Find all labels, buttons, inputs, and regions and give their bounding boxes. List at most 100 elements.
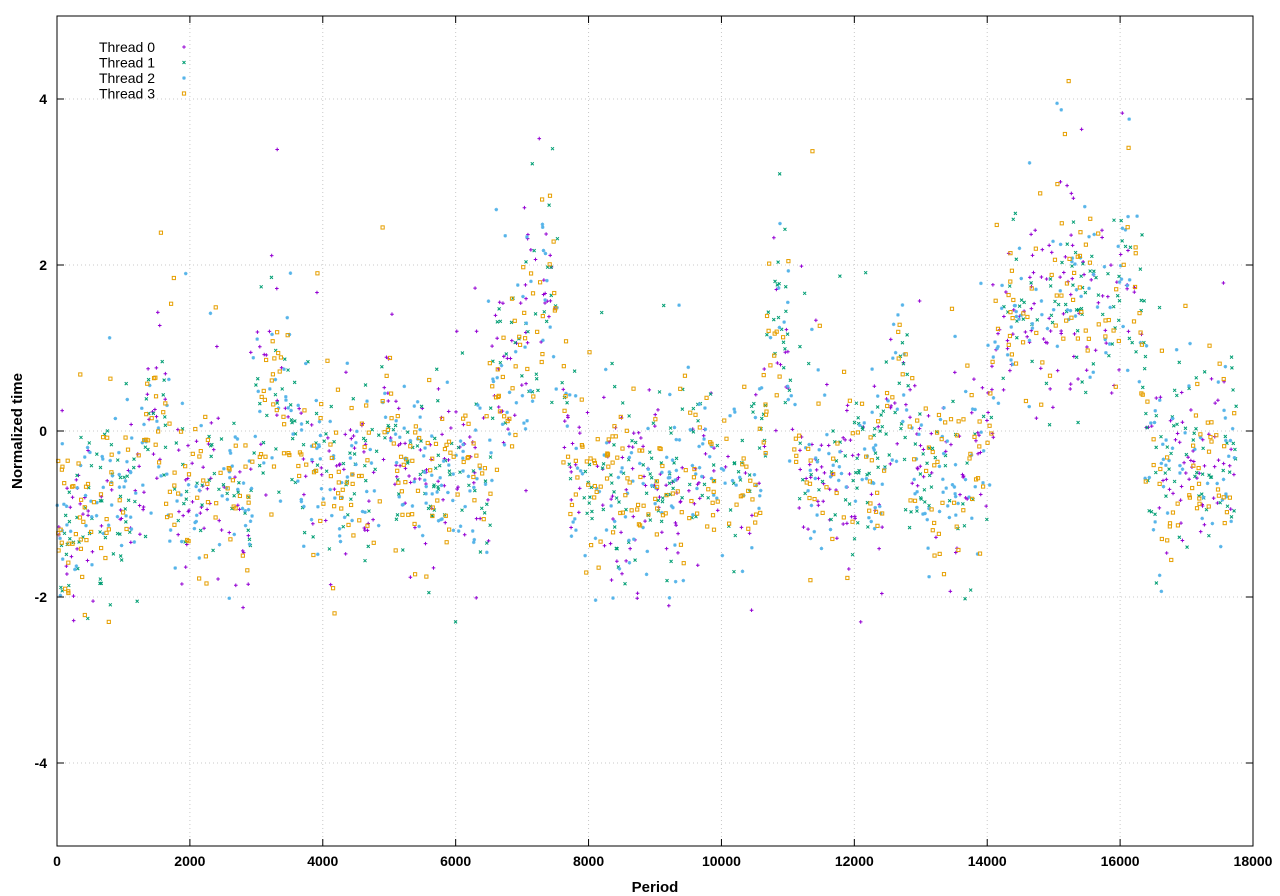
data-point: [1159, 589, 1164, 594]
data-point: [872, 448, 877, 452]
data-point: [1187, 384, 1191, 388]
data-point: [965, 461, 969, 465]
data-point: [766, 310, 771, 314]
data-point: [486, 299, 491, 303]
data-point: [1044, 381, 1049, 386]
y-tick-label: 4: [39, 91, 47, 107]
data-point: [817, 487, 821, 492]
data-point: [1047, 373, 1053, 378]
data-point: [1103, 328, 1108, 333]
data-point: [875, 394, 880, 398]
data-point: [211, 548, 215, 553]
data-point: [314, 411, 319, 416]
data-point: [680, 495, 684, 500]
data-point: [198, 511, 203, 515]
data-point: [1070, 276, 1075, 281]
data-point: [599, 310, 604, 315]
data-point: [205, 481, 210, 486]
data-point: [784, 309, 788, 314]
data-point: [929, 431, 934, 436]
data-point: [247, 459, 252, 463]
data-point: [1232, 472, 1236, 477]
data-point: [269, 275, 274, 280]
data-point: [461, 422, 466, 427]
data-point: [362, 444, 367, 450]
data-point: [1191, 438, 1196, 442]
data-point: [122, 475, 127, 480]
data-point: [1055, 344, 1060, 349]
y-tick-label: 0: [39, 423, 47, 439]
data-point: [1096, 293, 1101, 297]
data-point: [332, 439, 336, 444]
data-point: [1085, 348, 1090, 353]
data-point: [970, 496, 975, 501]
data-point: [945, 439, 950, 443]
data-point: [872, 384, 877, 389]
data-point: [873, 509, 879, 514]
data-point: [661, 303, 666, 308]
data-point: [561, 364, 566, 369]
data-point: [889, 404, 893, 408]
data-point: [324, 469, 329, 474]
data-point: [1229, 519, 1233, 524]
data-point: [970, 407, 975, 411]
data-point: [660, 463, 665, 469]
data-point: [541, 248, 546, 253]
data-point: [914, 457, 919, 461]
data-point: [413, 477, 417, 481]
data-point: [798, 448, 802, 453]
data-point: [405, 461, 410, 465]
data-point: [471, 441, 476, 446]
data-point: [62, 531, 67, 536]
data-point: [359, 473, 364, 479]
data-point: [631, 386, 636, 391]
data-point: [95, 500, 99, 505]
data-point: [462, 532, 467, 537]
data-point: [66, 583, 71, 588]
data-point: [877, 504, 882, 509]
data-point: [1206, 504, 1211, 509]
data-point: [86, 513, 90, 518]
data-point: [1074, 307, 1079, 312]
data-point: [923, 511, 927, 516]
data-point: [1133, 251, 1138, 256]
data-point: [602, 543, 607, 548]
data-point: [847, 567, 851, 571]
data-point: [380, 364, 384, 369]
data-point: [734, 502, 739, 507]
data-point: [345, 512, 350, 517]
data-point: [693, 472, 698, 476]
data-point: [296, 479, 300, 483]
data-point: [1169, 451, 1173, 456]
data-point: [783, 400, 788, 405]
data-point: [194, 519, 198, 524]
data-point: [526, 329, 530, 334]
data-point: [1216, 458, 1221, 462]
data-point: [816, 476, 821, 481]
data-point: [736, 469, 741, 474]
series-0: [57, 111, 1236, 624]
data-point: [202, 526, 206, 531]
data-point: [176, 448, 181, 452]
data-point: [1204, 507, 1209, 512]
data-point: [614, 496, 619, 500]
data-point: [667, 475, 672, 480]
data-point: [447, 527, 452, 532]
data-point: [612, 443, 616, 447]
data-point: [1184, 471, 1188, 475]
data-point: [271, 402, 276, 407]
data-point: [1226, 454, 1231, 459]
data-point: [213, 515, 218, 520]
data-point: [246, 533, 251, 538]
data-point: [927, 503, 931, 508]
data-point: [654, 479, 660, 484]
data-point: [1216, 493, 1222, 498]
data-point: [700, 442, 705, 446]
data-point: [64, 564, 69, 568]
data-point: [473, 286, 477, 290]
data-point: [953, 370, 957, 375]
data-point: [1157, 573, 1162, 578]
data-point: [162, 473, 166, 477]
data-point: [1058, 275, 1062, 279]
data-point: [646, 512, 651, 517]
